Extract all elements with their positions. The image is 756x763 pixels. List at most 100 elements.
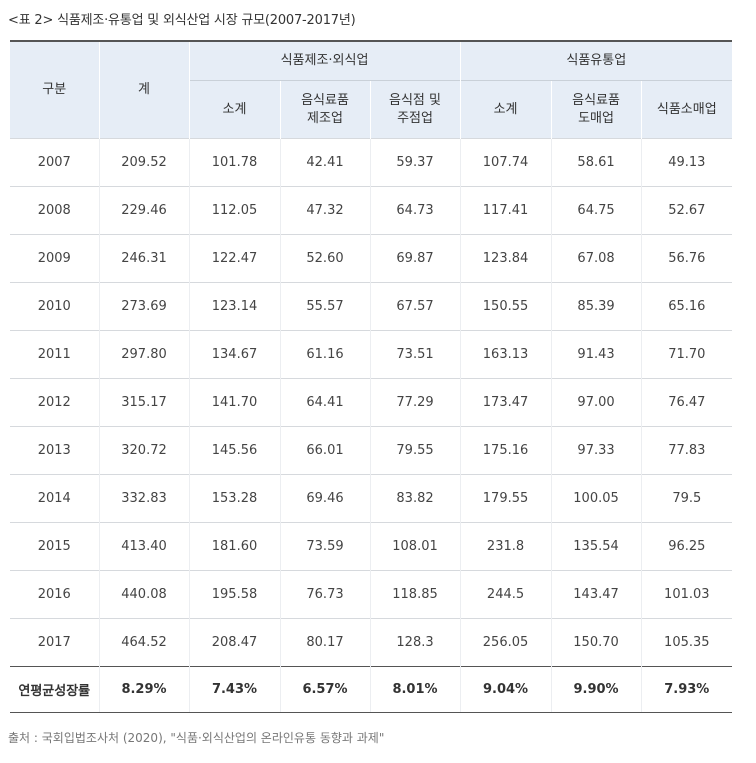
year-cell: 2016 <box>10 570 99 619</box>
table-row: 2008 229.46 112.05 47.32 64.73 117.41 64.75 52.… <box>10 186 733 235</box>
value-cell: 85.39 <box>550 282 642 331</box>
value-cell: 108.01 <box>369 522 461 571</box>
header-total: 계 <box>98 40 189 139</box>
year-cell: 2009 <box>10 234 99 283</box>
value-cell: 65.16 <box>640 282 733 331</box>
value-cell: 55.57 <box>279 282 370 331</box>
value-cell: 315.17 <box>98 378 189 427</box>
value-cell: 58.61 <box>550 138 642 187</box>
value-cell: 105.35 <box>640 618 733 667</box>
value-cell: 175.16 <box>459 426 552 475</box>
value-cell: 145.56 <box>188 426 280 475</box>
year-cell: 2011 <box>10 330 99 379</box>
value-cell: 76.47 <box>640 378 733 427</box>
value-cell: 179.55 <box>459 474 552 523</box>
value-cell: 297.80 <box>98 330 189 379</box>
header-food-wholesale: 음식료품 도매업 <box>550 80 642 139</box>
value-cell: 440.08 <box>98 570 189 619</box>
header-food-wholesale-line2: 도매업 <box>578 110 614 126</box>
value-cell: 83.82 <box>369 474 461 523</box>
header-food-retail: 식품소매업 <box>640 80 733 139</box>
value-cell: 97.33 <box>550 426 642 475</box>
header-dist-subtotal: 소계 <box>459 80 552 139</box>
growth-cell: 9.04% <box>459 666 552 713</box>
value-cell: 117.41 <box>459 186 552 235</box>
value-cell: 181.60 <box>188 522 280 571</box>
value-cell: 79.55 <box>369 426 461 475</box>
value-cell: 150.55 <box>459 282 552 331</box>
year-cell: 2014 <box>10 474 99 523</box>
value-cell: 47.32 <box>279 186 370 235</box>
value-cell: 123.14 <box>188 282 280 331</box>
value-cell: 49.13 <box>640 138 733 187</box>
value-cell: 229.46 <box>98 186 189 235</box>
year-cell: 2013 <box>10 426 99 475</box>
value-cell: 256.05 <box>459 618 552 667</box>
value-cell: 464.52 <box>98 618 189 667</box>
value-cell: 135.54 <box>550 522 642 571</box>
value-cell: 195.58 <box>188 570 280 619</box>
value-cell: 128.3 <box>369 618 461 667</box>
value-cell: 100.05 <box>550 474 642 523</box>
value-cell: 150.70 <box>550 618 642 667</box>
growth-cell: 6.57% <box>279 666 370 713</box>
growth-cell: 8.29% <box>98 666 189 713</box>
value-cell: 96.25 <box>640 522 733 571</box>
header-category: 구분 <box>10 40 99 139</box>
year-cell: 2017 <box>10 618 99 667</box>
header-food-manufacturing-line2: 제조업 <box>307 110 343 126</box>
header-group-distribution: 식품유통업 <box>459 40 733 81</box>
header-restaurants-bars-line1: 음식점 및 <box>389 92 441 108</box>
value-cell: 56.76 <box>640 234 733 283</box>
value-cell: 118.85 <box>369 570 461 619</box>
year-cell: 2012 <box>10 378 99 427</box>
value-cell: 80.17 <box>279 618 370 667</box>
growth-cell: 7.43% <box>188 666 280 713</box>
value-cell: 112.05 <box>188 186 280 235</box>
value-cell: 69.87 <box>369 234 461 283</box>
value-cell: 320.72 <box>98 426 189 475</box>
table-row: 2013 320.72 145.56 66.01 79.55 175.16 97.33 77.… <box>10 426 733 475</box>
year-cell: 2008 <box>10 186 99 235</box>
table-caption: <표 2> 식품제조·유통업 및 외식산업 시장 규모(2007-2017년) <box>8 13 356 28</box>
value-cell: 76.73 <box>279 570 370 619</box>
value-cell: 77.29 <box>369 378 461 427</box>
table-row: 2014 332.83 153.28 69.46 83.82 179.55 100.05 79… <box>10 474 733 523</box>
source-note: 출처 : 국회입법조사처 (2020), "식품·외식산업의 온라인유통 동향과… <box>8 731 385 745</box>
value-cell: 42.41 <box>279 138 370 187</box>
value-cell: 73.59 <box>279 522 370 571</box>
header-food-manufacturing-line1: 음식료품 <box>301 92 349 108</box>
value-cell: 67.08 <box>550 234 642 283</box>
value-cell: 101.78 <box>188 138 280 187</box>
value-cell: 208.47 <box>188 618 280 667</box>
value-cell: 67.57 <box>369 282 461 331</box>
value-cell: 107.74 <box>459 138 552 187</box>
value-cell: 141.70 <box>188 378 280 427</box>
table-row: 2017 464.52 208.47 80.17 128.3 256.05 150.70 10… <box>10 618 733 667</box>
value-cell: 122.47 <box>188 234 280 283</box>
growth-cell: 9.90% <box>550 666 642 713</box>
value-cell: 273.69 <box>98 282 189 331</box>
market-size-table: 구분 계 식품제조·외식업 식품유통업 소계 음식료품 제조업 음식점 및 주점업 … <box>10 40 733 713</box>
value-cell: 77.83 <box>640 426 733 475</box>
value-cell: 153.28 <box>188 474 280 523</box>
table-row: 2011 297.80 134.67 61.16 73.51 163.13 91.43 71.… <box>10 330 733 379</box>
header-group-manufacturing: 식품제조·외식업 <box>188 40 461 81</box>
year-cell: 2007 <box>10 138 99 187</box>
value-cell: 66.01 <box>279 426 370 475</box>
value-cell: 97.00 <box>550 378 642 427</box>
value-cell: 101.03 <box>640 570 733 619</box>
year-cell: 2015 <box>10 522 99 571</box>
year-cell: 2010 <box>10 282 99 331</box>
value-cell: 246.31 <box>98 234 189 283</box>
header-restaurants-bars: 음식점 및 주점업 <box>369 80 461 139</box>
table-row: 2012 315.17 141.70 64.41 77.29 173.47 97.00 76.… <box>10 378 733 427</box>
value-cell: 71.70 <box>640 330 733 379</box>
table-row: 2010 273.69 123.14 55.57 67.57 150.55 85.39 65.… <box>10 282 733 331</box>
value-cell: 79.5 <box>640 474 733 523</box>
table-header: 구분 계 식품제조·외식업 식품유통업 소계 음식료품 제조업 음식점 및 주점업 … <box>10 40 733 139</box>
growth-cell: 8.01% <box>369 666 461 713</box>
table-row: 2016 440.08 195.58 76.73 118.85 244.5 143.47 10… <box>10 570 733 619</box>
value-cell: 69.46 <box>279 474 370 523</box>
